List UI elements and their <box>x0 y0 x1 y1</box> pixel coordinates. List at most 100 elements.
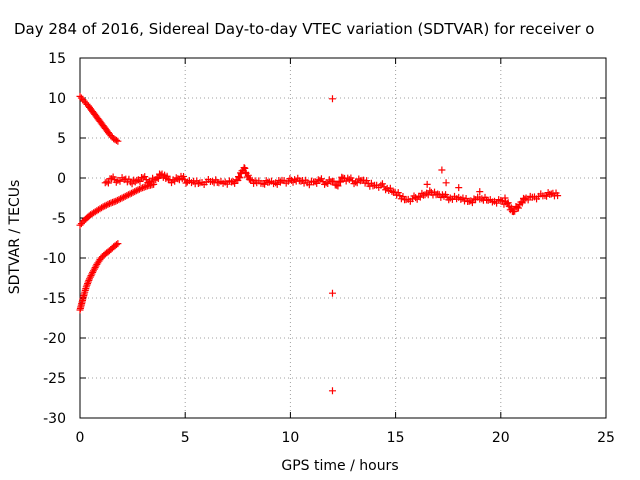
data-point-0-1-20 <box>86 273 94 281</box>
data-point-0-3-148 <box>334 182 342 190</box>
data-point-0-4-4 <box>476 188 484 196</box>
data-point-0-3-214 <box>440 192 448 200</box>
y-tick-label-0: 15 <box>48 51 66 67</box>
data-point-0-3-94 <box>244 171 252 179</box>
data-point-0-2-28 <box>118 194 126 202</box>
data-point-0-1-24 <box>89 267 97 275</box>
data-point-0-4-2 <box>442 179 450 187</box>
data-point-0-3-135 <box>314 176 322 184</box>
data-point-0-2-17 <box>101 202 109 210</box>
data-point-0-3-282 <box>554 192 562 200</box>
data-point-0-3-264 <box>521 195 529 203</box>
y-tick-label-9: -30 <box>43 411 66 427</box>
data-point-0-3-160 <box>352 178 360 186</box>
data-point-0-2-29 <box>120 193 128 201</box>
data-points <box>76 92 562 395</box>
data-point-0-1-15 <box>83 281 91 289</box>
data-point-0-1-16 <box>84 280 92 288</box>
data-point-0-3-189 <box>399 193 407 200</box>
plot-border <box>79 57 607 419</box>
y-tick-label-7: -20 <box>43 331 66 347</box>
data-point-0-3-25 <box>142 176 150 184</box>
data-point-0-1-23 <box>89 268 97 276</box>
data-point-0-5-1 <box>328 289 336 297</box>
data-point-0-3-96 <box>246 176 254 184</box>
data-point-0-3-140 <box>322 179 330 187</box>
x-tick-label-0: 0 <box>76 430 85 446</box>
data-point-0-3-259 <box>514 204 522 212</box>
data-point-0-5-2 <box>328 387 336 395</box>
x-tick-label-5: 25 <box>597 430 615 446</box>
data-point-0-1-17 <box>84 278 92 286</box>
data-point-0-2-39 <box>135 185 143 193</box>
data-point-0-3-23 <box>139 174 147 182</box>
data-point-0-3-27 <box>145 177 153 185</box>
data-point-0-3-250 <box>504 199 512 207</box>
data-point-0-3-181 <box>386 184 394 192</box>
data-point-0-3-26 <box>144 179 152 187</box>
data-point-0-2-30 <box>121 192 129 200</box>
y-tick-label-2: 5 <box>57 131 66 147</box>
data-point-0-1-19 <box>85 275 93 283</box>
data-point-0-3-67 <box>209 177 217 185</box>
data-point-0-3-21 <box>136 177 144 185</box>
y-axis: 15 10 5 0 -5 -10 -15 -20 -25 -30 <box>43 51 606 427</box>
data-point-0-3-136 <box>316 176 324 184</box>
data-point-0-5-0 <box>328 95 336 103</box>
data-point-0-3-230 <box>468 199 476 207</box>
data-point-0-1-25 <box>90 265 98 273</box>
data-point-0-3-177 <box>380 183 388 191</box>
grid <box>80 58 606 418</box>
data-point-0-3-2 <box>104 179 112 187</box>
data-point-0-2-32 <box>124 191 132 199</box>
data-point-0-3-159 <box>350 180 358 188</box>
data-point-0-3-175 <box>377 181 385 189</box>
data-point-0-3-89 <box>240 164 248 172</box>
data-point-0-3-79 <box>231 179 239 187</box>
y-axis-label: SDTVAR / TECUs <box>7 180 23 295</box>
data-point-0-0-31 <box>112 136 120 144</box>
data-point-0-2-34 <box>128 189 136 197</box>
data-point-0-3-84 <box>236 174 244 182</box>
data-point-0-3-1 <box>103 178 111 186</box>
y-tick-label-6: -15 <box>43 291 66 307</box>
data-point-0-3-186 <box>394 189 402 197</box>
data-point-0-3-139 <box>321 180 329 188</box>
data-point-0-2-27 <box>117 195 125 203</box>
data-point-0-2-25 <box>113 196 121 204</box>
data-point-0-3-178 <box>382 186 390 194</box>
data-point-0-1-22 <box>88 270 96 278</box>
data-point-0-3-262 <box>518 199 526 207</box>
data-point-0-3-245 <box>497 196 505 204</box>
data-point-0-3-150 <box>336 178 344 186</box>
data-point-0-4-0 <box>423 180 431 188</box>
data-point-0-1-43 <box>112 241 120 249</box>
data-point-0-3-176 <box>378 180 386 188</box>
data-point-0-4-5 <box>501 194 509 202</box>
data-point-0-3-205 <box>426 187 434 195</box>
data-point-0-1-21 <box>87 272 95 280</box>
data-point-0-3-243 <box>493 199 501 207</box>
y-tick-label-3: 0 <box>57 171 66 187</box>
data-point-0-3-167 <box>363 177 371 185</box>
data-point-0-1-18 <box>85 276 93 284</box>
data-point-0-3-51 <box>180 172 188 180</box>
data-point-0-3-24 <box>141 173 149 181</box>
data-point-0-3-103 <box>259 180 267 188</box>
data-point-0-3-235 <box>478 195 486 203</box>
data-point-0-2-38 <box>134 186 142 194</box>
data-point-0-2-37 <box>132 187 140 195</box>
data-point-0-3-130 <box>305 181 313 189</box>
data-point-0-3-121 <box>291 176 299 184</box>
data-point-0-3-147 <box>333 181 341 189</box>
data-point-0-3-274 <box>541 192 549 200</box>
data-point-0-0-32 <box>114 137 122 145</box>
data-point-0-4-3 <box>455 184 463 192</box>
data-point-0-2-19 <box>104 200 112 208</box>
data-point-0-3-134 <box>313 179 321 187</box>
data-point-0-2-18 <box>102 201 110 209</box>
data-point-0-2-24 <box>112 197 120 205</box>
data-point-0-3-60 <box>194 180 202 187</box>
data-point-0-3-253 <box>507 204 515 212</box>
data-point-0-1-26 <box>91 264 99 272</box>
